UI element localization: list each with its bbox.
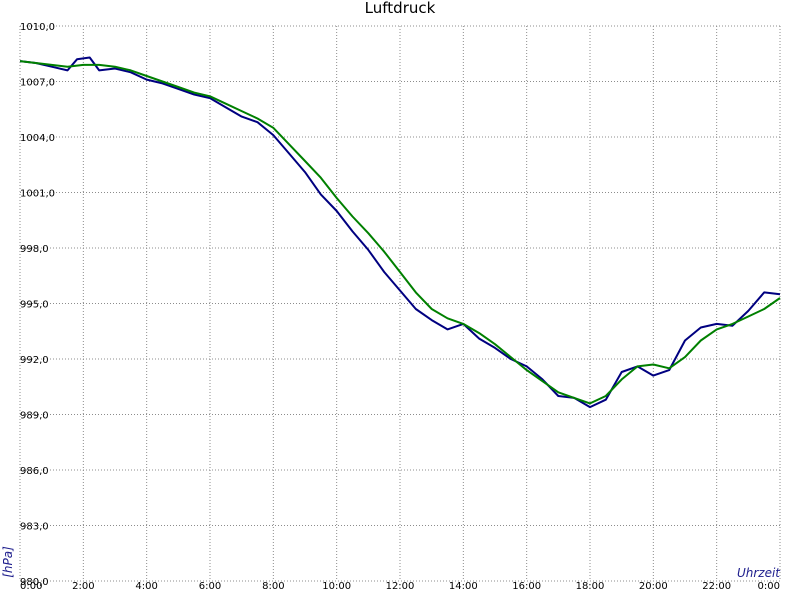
- x-tick-label: 18:00: [576, 581, 605, 592]
- y-tick-label: 998,0: [20, 244, 49, 255]
- x-tick-label: 8:00: [262, 581, 284, 592]
- y-tick-label: 989,0: [20, 411, 49, 422]
- x-tick-label: 4:00: [135, 581, 157, 592]
- tick-layer: 0:00 2:00 4:00 6:00 8:00 10:00 12:00 14:00 16:00…: [20, 22, 780, 592]
- y-tick-label: 980,0: [20, 577, 49, 588]
- x-tick-label: 14:00: [449, 581, 478, 592]
- y-tick-label: 1001,0: [20, 189, 55, 200]
- x-tick-label: 10:00: [322, 581, 351, 592]
- series-line-1: [19, 56, 781, 409]
- x-tick-label: 0:00: [20, 581, 42, 592]
- x-axis-label: Uhrzeit: [737, 566, 781, 580]
- y-tick-label: 992,0: [20, 355, 49, 366]
- y-tick-label: 986,0: [20, 466, 49, 477]
- series-layer: [19, 56, 781, 409]
- y-tick-label: 1007,0: [20, 78, 55, 89]
- series-line-2: [19, 60, 781, 405]
- y-tick-label: 983,0: [20, 522, 49, 533]
- x-tick-label: 2:00: [72, 581, 94, 592]
- y-tick-label: 995,0: [20, 300, 49, 311]
- y-tick-label: 1010,0: [20, 22, 55, 33]
- x-tick-label: 16:00: [512, 581, 541, 592]
- chart-title: Luftdruck: [365, 0, 436, 17]
- x-tick-label: 12:00: [386, 581, 415, 592]
- x-tick-label: 0:00: [758, 581, 780, 592]
- x-tick-label: 22:00: [702, 581, 731, 592]
- y-tick-label: 1004,0: [20, 133, 55, 144]
- grid-layer: [19, 25, 781, 582]
- y-axis-label: [hPa]: [1, 546, 15, 578]
- x-tick-label: 6:00: [199, 581, 221, 592]
- x-tick-label: 20:00: [639, 581, 668, 592]
